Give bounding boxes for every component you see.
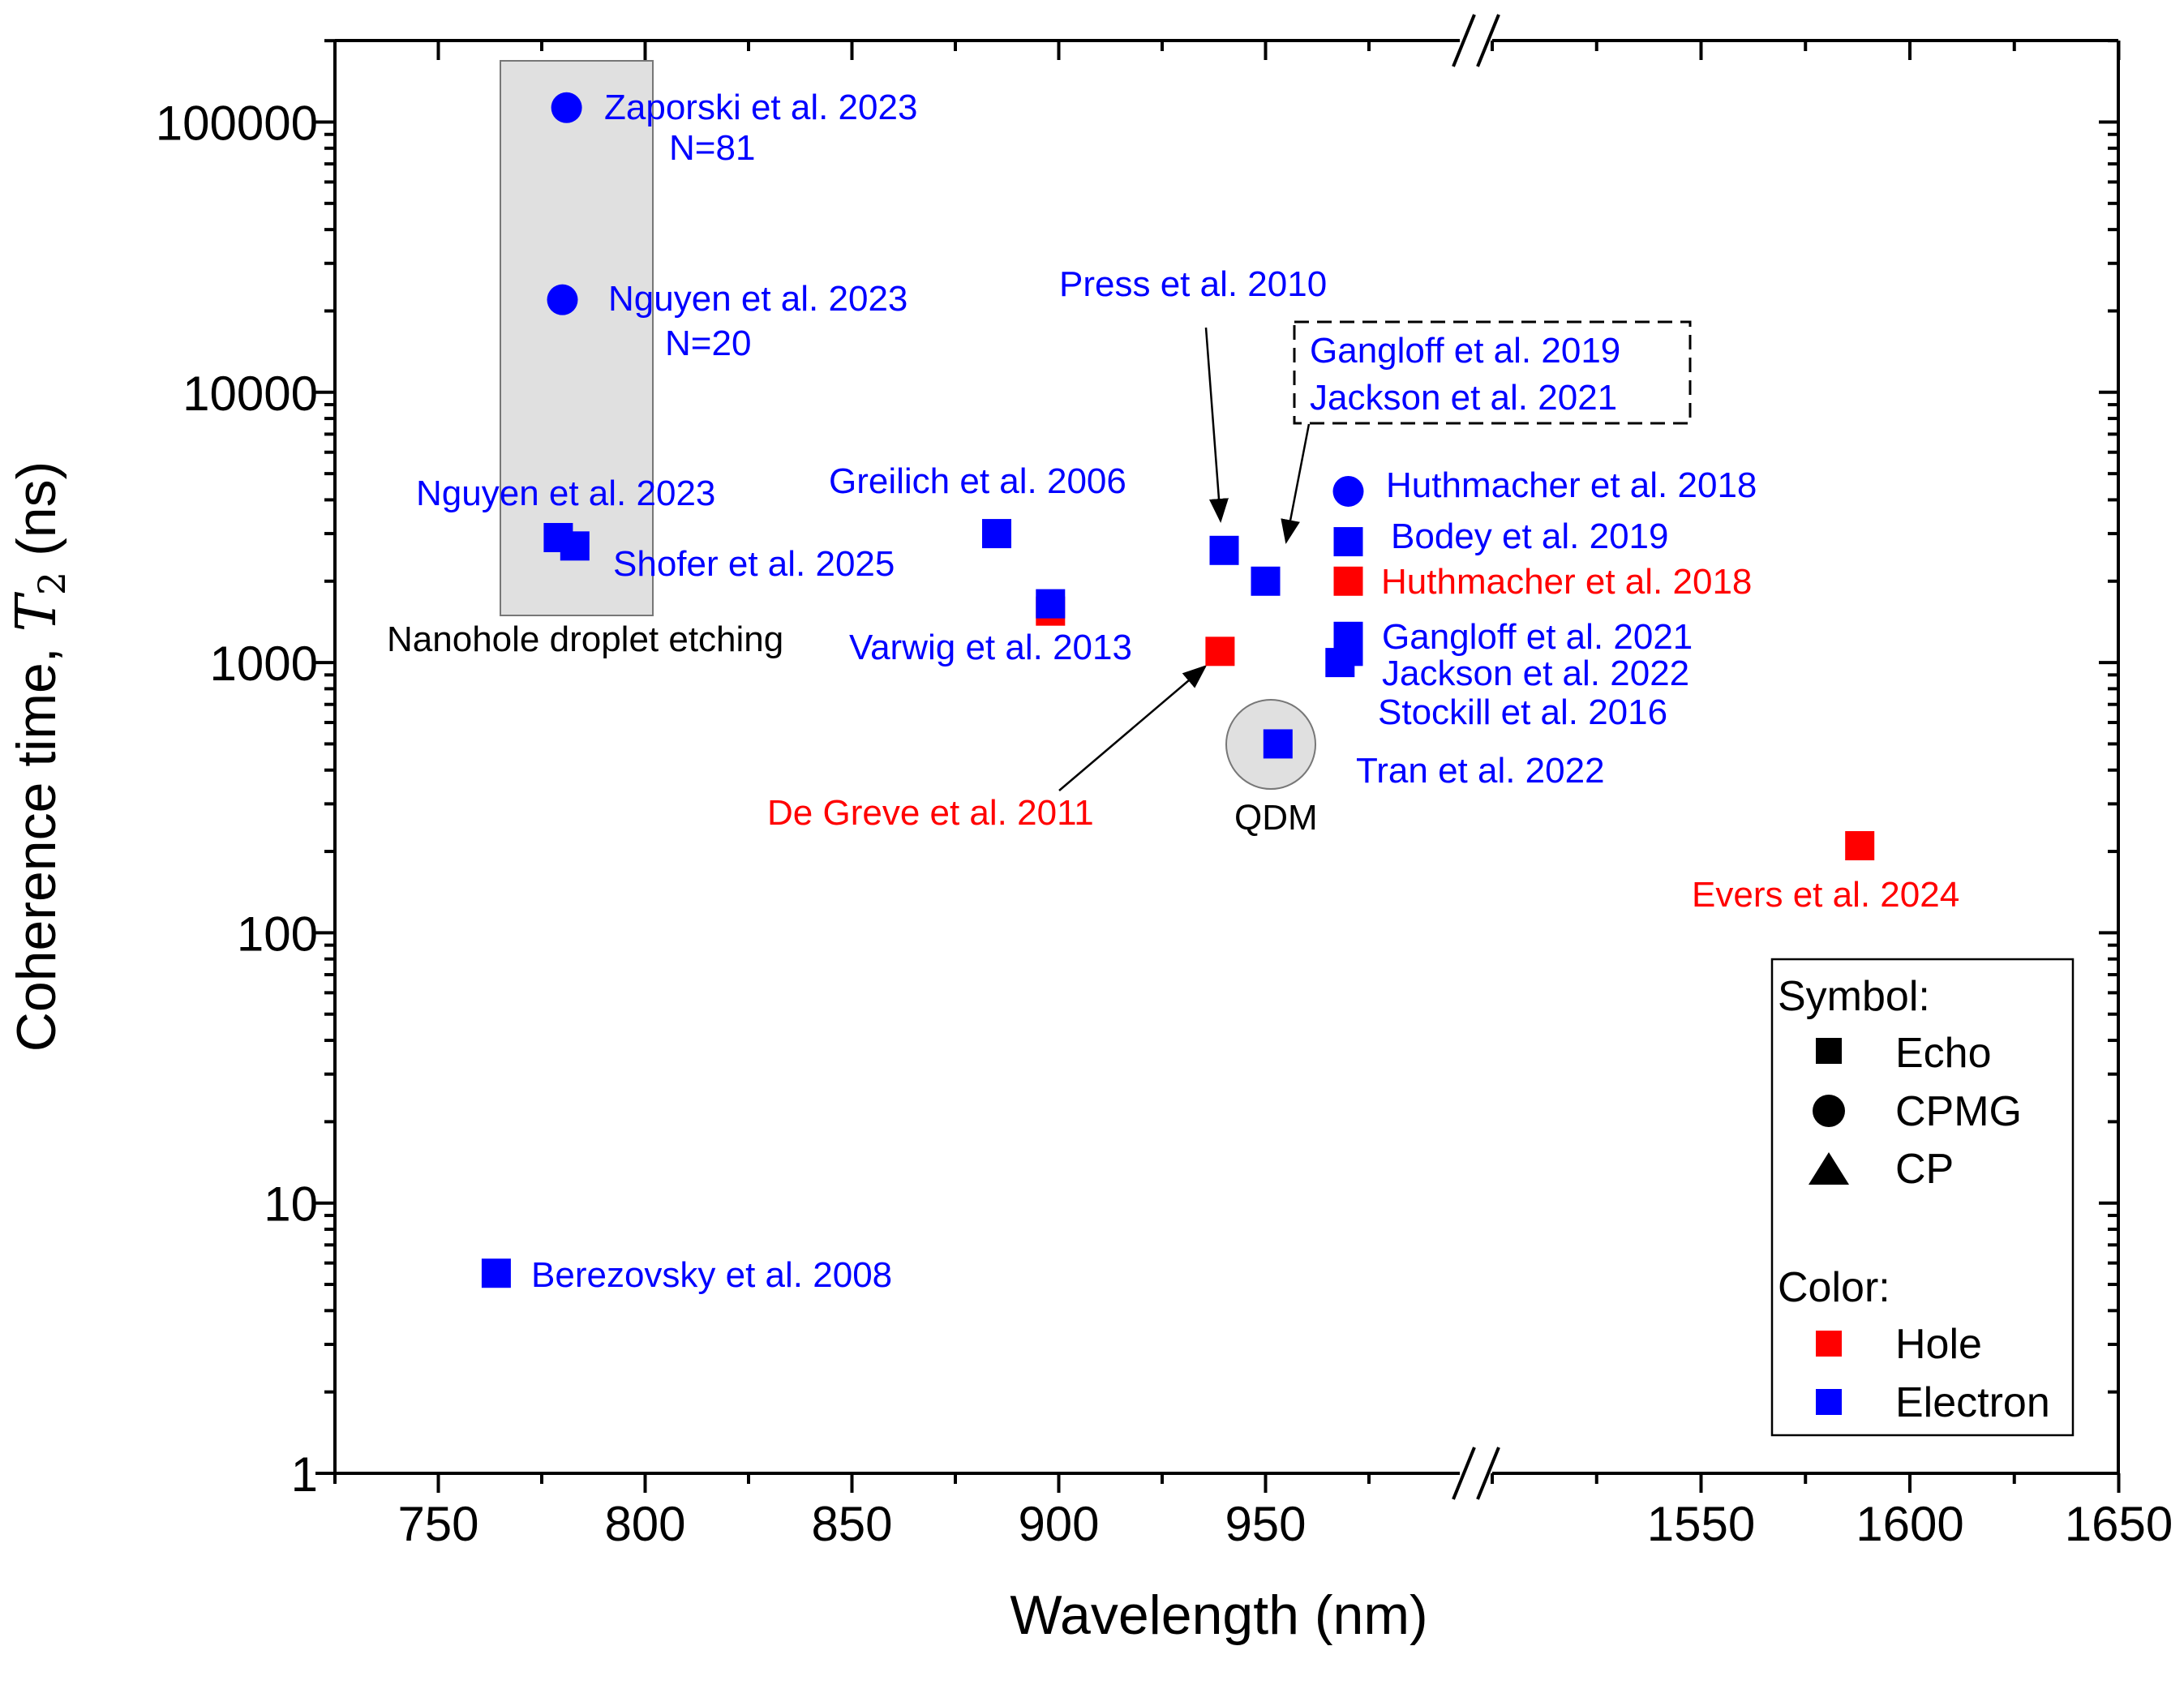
x-tick-label: 850 [811,1497,892,1551]
axis-break-mark [1476,1447,1500,1500]
axes: 1 10 100 1000 10000 100000 750 800 850 900 950 155… [156,14,2173,1551]
y-tick-label: 1 [291,1447,318,1502]
y-ticks: 1 10 100 1000 10000 100000 [156,39,2118,1502]
annotation-label: Huthmacher et al. 2018 [1381,562,1752,602]
y-axis-title-unit: (ns) [6,461,67,572]
y-tick-label: 100 [237,907,318,961]
annotation-label: Press et al. 2010 [1059,264,1327,304]
x-tick-label: 1550 [1647,1497,1755,1551]
annotation-label: Jackson et al. 2021 [1310,378,1617,418]
y-tick-label: 10000 [182,367,318,421]
data-point-square [1333,527,1363,557]
data-point-square [1325,648,1355,678]
x-ticks: 750 800 850 900 950 1550 1600 1650 [333,41,2173,1551]
data-point-square [1845,831,1875,861]
legend-color-label: Hole [1895,1321,1982,1368]
annotation-label: Nguyen et al. 2023 [416,474,715,513]
data-point-square [1205,637,1235,667]
legend-symbol-label: CP [1895,1146,1954,1193]
x-tick-label: 800 [604,1497,685,1551]
x-tick-label: 1650 [2065,1497,2173,1551]
legend-square-marker [1816,1038,1842,1064]
legend-color-label: Electron [1895,1379,2050,1426]
data-point-square [1251,566,1281,596]
degreve-arrow [1058,665,1208,791]
axis-break-mark [1452,14,1476,67]
x-axis-title: Wavelength (nm) [1010,1584,1427,1646]
legend-electron-swatch [1816,1389,1842,1415]
data-points [481,92,1875,1288]
data-point-square [1209,535,1239,565]
annotation-label: Bodey et al. 2019 [1391,517,1668,556]
data-point-square [1036,589,1066,619]
annotations: Zaporski et al. 2023 N=81 Nguyen et al. … [387,88,1959,1295]
data-point-square [1333,566,1363,596]
annotation-label: N=20 [665,324,751,363]
legend-symbol-label: CPMG [1895,1088,2022,1135]
axis-break-mark [1476,14,1500,67]
annotation-label: Tran et al. 2022 [1356,751,1605,791]
axis-break-mark [1452,1447,1476,1500]
annotation-label: Zaporski et al. 2023 [604,88,917,127]
legend-symbol-label: Echo [1895,1030,1992,1077]
legend-hole-swatch [1816,1331,1842,1357]
annotation-label: Greilich et al. 2006 [829,461,1126,501]
y-tick-label: 100000 [156,96,318,151]
gangloff-jackson-dashed-box [1293,320,1692,425]
x-tick-label: 900 [1018,1497,1099,1551]
annotation-label: QDM [1234,798,1318,838]
annotation-label: Gangloff et al. 2021 [1382,617,1693,657]
data-point-square [982,519,1011,549]
y-axis-title-symbol: T [5,591,69,632]
annotation-label: Stockill et al. 2016 [1378,692,1667,732]
legend-color-title: Color: [1778,1264,1890,1311]
nanohole-region [500,60,654,616]
y-axis-title-main: Coherence time, [6,632,67,1052]
y-tick-label: 1000 [210,637,318,691]
annotation-label: Gangloff et al. 2019 [1310,331,1620,371]
legend-symbol-title: Symbol: [1778,973,1930,1020]
data-point-square [1263,729,1293,759]
x-tick-label: 950 [1225,1497,1306,1551]
annotation-label: Jackson et al. 2022 [1382,654,1689,693]
annotation-label: N=81 [669,128,755,168]
annotation-label: Huthmacher et al. 2018 [1386,465,1757,505]
y-tick-label: 10 [264,1177,318,1232]
annotation-label: Nanohole droplet etching [387,619,783,659]
data-point-square [481,1258,511,1288]
annotation-label: Berezovsky et al. 2008 [531,1255,892,1295]
annotation-label: Evers et al. 2024 [1692,875,1959,915]
legend: Symbol: Echo CPMG CP Color: Hole Electro… [1770,958,2075,1437]
annotation-arrows [1058,327,1311,791]
legend-circle-marker [1813,1095,1845,1127]
x-tick-label: 1600 [1856,1497,1963,1551]
gangloff-arrow [1281,423,1311,544]
annotation-label: Nguyen et al. 2023 [608,279,907,319]
data-point-square [560,531,590,561]
annotation-label: Varwig et al. 2013 [849,628,1132,667]
press-arrow [1204,327,1229,523]
y-axis-title-subscript: 2 [30,572,74,595]
legend-triangle-marker [1809,1152,1849,1185]
data-point-circle [1332,475,1364,507]
annotation-label: De Greve et al. 2011 [767,793,1094,833]
data-point-circle [547,284,578,315]
annotation-label: Shofer et al. 2025 [613,544,895,584]
x-tick-label: 750 [397,1497,478,1551]
data-point-circle [551,92,582,123]
y-axis-title: Coherence time, T2 (ns) [5,461,74,1052]
